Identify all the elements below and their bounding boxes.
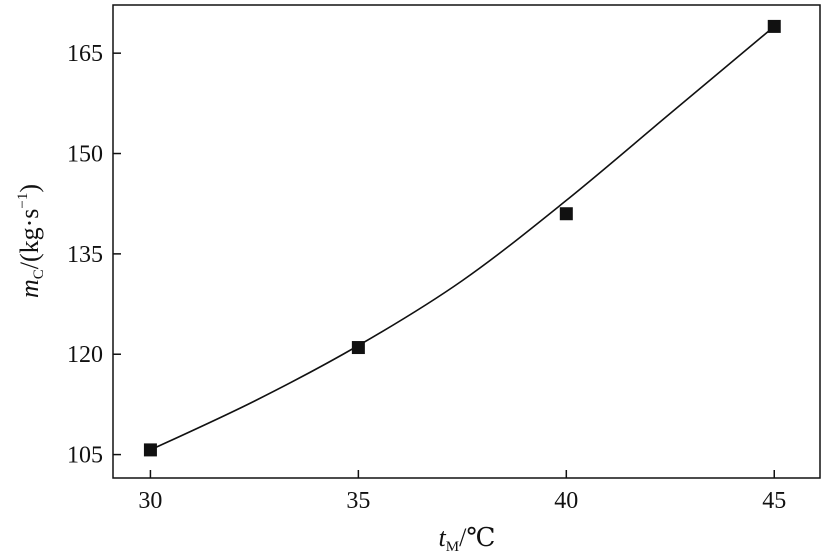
- x-axis-ticks: 30 35 40 45: [138, 470, 786, 514]
- data-point-marker: [767, 19, 781, 33]
- y-tick-label: 105: [67, 443, 103, 469]
- x-tick-label: 30: [138, 488, 162, 514]
- data-point-marker: [559, 207, 573, 221]
- y-tick-label: 165: [67, 41, 103, 67]
- y-axis-label: mC/(kg·s−1): [15, 184, 47, 298]
- plot-frame: [112, 4, 821, 479]
- y-tick-label: 150: [67, 142, 103, 168]
- x-tick-label: 45: [762, 488, 786, 514]
- x-axis-label: tM/℃: [439, 523, 496, 555]
- data-markers: [143, 19, 781, 457]
- x-tick-label: 40: [554, 488, 578, 514]
- y-axis-ticks: 105 120 135 150 165: [67, 41, 121, 469]
- data-point-marker: [351, 341, 365, 355]
- x-tick-label: 35: [346, 488, 370, 514]
- y-tick-label: 120: [67, 342, 103, 368]
- data-point-marker: [143, 443, 157, 457]
- y-tick-label: 135: [67, 242, 103, 268]
- fit-curve: [150, 25, 775, 451]
